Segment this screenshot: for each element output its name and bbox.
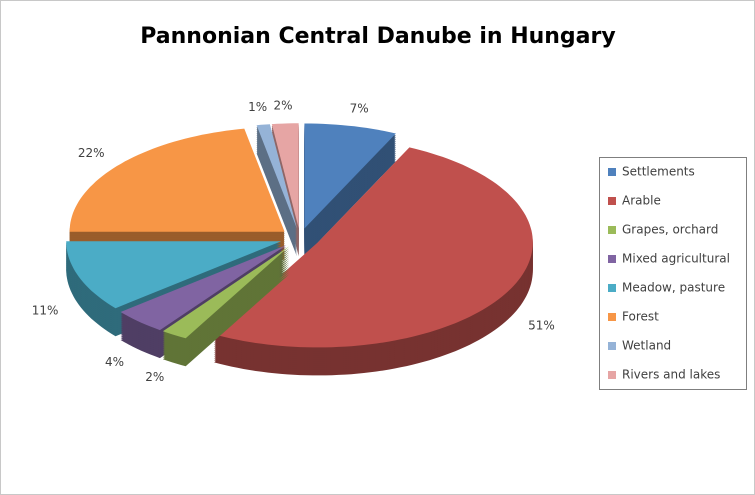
slice-side <box>256 136 297 241</box>
legend-swatch <box>608 255 616 263</box>
data-label: 2% <box>273 98 292 112</box>
legend-label: Grapes, orchard <box>622 223 718 237</box>
slice <box>66 241 282 309</box>
data-label: 7% <box>350 101 369 115</box>
chart-title: Pannonian Central Danube in Hungary <box>140 24 615 49</box>
slice <box>214 147 533 348</box>
slice-side <box>256 152 297 257</box>
legend-label: Meadow, pasture <box>622 281 725 295</box>
legend-box <box>599 157 747 390</box>
data-label: 22% <box>78 146 105 160</box>
slice-side <box>256 130 297 235</box>
pie <box>66 123 533 376</box>
data-label: 11% <box>32 303 59 317</box>
legend-label: Forest <box>622 310 659 324</box>
legend-swatch <box>608 168 616 176</box>
slice-side <box>256 134 297 239</box>
slice <box>271 123 299 229</box>
legend-label: Mixed agricultural <box>622 252 730 266</box>
data-label: 4% <box>105 355 124 369</box>
legend-label: Settlements <box>622 165 695 179</box>
slice <box>256 124 297 229</box>
slice-side <box>256 132 297 237</box>
legend-swatch <box>608 284 616 292</box>
legend-swatch <box>608 313 616 321</box>
legend-swatch <box>608 226 616 234</box>
slice-side <box>256 144 297 249</box>
slice-side <box>256 142 297 247</box>
data-label: 1% <box>248 100 267 114</box>
legend-label: Rivers and lakes <box>622 368 720 382</box>
slice-side <box>256 150 297 255</box>
slice-side <box>256 126 297 231</box>
data-label: 51% <box>528 319 555 333</box>
legend-swatch <box>608 197 616 205</box>
legend-swatch <box>608 371 616 379</box>
legend-label: Wetland <box>622 339 671 353</box>
slice-side <box>256 148 297 253</box>
slice-side <box>256 146 297 251</box>
slice <box>304 123 396 229</box>
legend-label: Arable <box>622 194 661 208</box>
slice <box>120 245 287 331</box>
data-label: 2% <box>145 370 164 384</box>
slice-side <box>256 140 297 245</box>
legend-swatch <box>608 342 616 350</box>
slice <box>162 246 290 339</box>
slice-side <box>256 128 297 233</box>
slice-side <box>256 138 297 243</box>
slice <box>69 128 285 232</box>
